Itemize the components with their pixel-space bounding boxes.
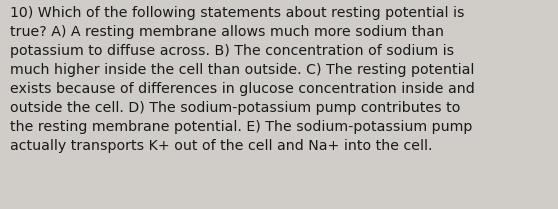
- Text: 10) Which of the following statements about resting potential is
true? A) A rest: 10) Which of the following statements ab…: [10, 6, 475, 153]
